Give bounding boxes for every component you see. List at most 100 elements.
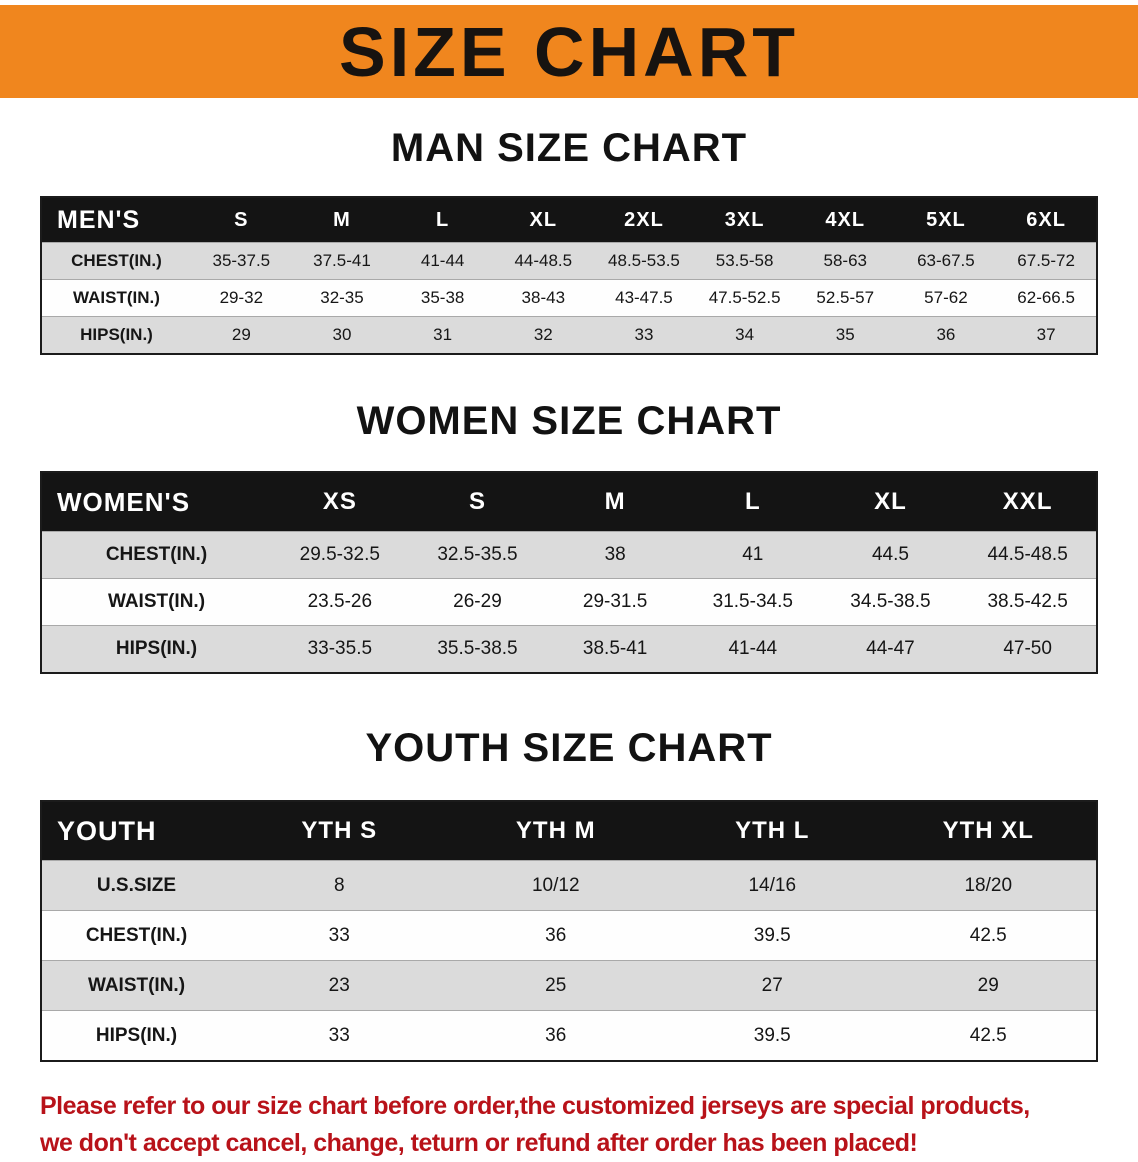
size-value-cell: 29-32 bbox=[191, 279, 292, 317]
row-label: HIPS(IN.) bbox=[41, 625, 271, 673]
table-row: HIPS(IN.) 33 36 39.5 42.5 bbox=[41, 1010, 1097, 1061]
column-header: XS bbox=[322, 488, 357, 515]
size-value-cell: 44.5 bbox=[821, 531, 960, 579]
size-value-cell: 32 bbox=[492, 316, 594, 354]
size-value-cell: 44-47 bbox=[821, 625, 960, 673]
row-label: CHEST(IN.) bbox=[41, 910, 231, 961]
row-label: WAIST(IN.) bbox=[41, 578, 271, 626]
size-value-cell: 41-44 bbox=[392, 242, 493, 280]
size-value-cell: 53.5-58 bbox=[694, 242, 795, 280]
size-value-cell: 10/12 bbox=[447, 860, 664, 911]
table-row: HIPS(IN.) 33-35.5 35.5-38.5 38.5-41 41-4… bbox=[41, 625, 1097, 673]
size-value-cell: 35-37.5 bbox=[191, 242, 292, 280]
table-header-row: MEN'S S M L XL 2XL 3XL 4XL 5XL 6XL bbox=[41, 197, 1097, 243]
row-label: HIPS(IN.) bbox=[41, 1010, 231, 1061]
column-header: 3XL bbox=[724, 208, 765, 231]
column-header: YTH XL bbox=[942, 817, 1034, 844]
size-value-cell: 31.5-34.5 bbox=[683, 578, 822, 626]
size-value-cell: 63-67.5 bbox=[895, 242, 997, 280]
size-value-cell: 58-63 bbox=[794, 242, 896, 280]
table-row: WAIST(IN.) 23.5-26 26-29 29-31.5 31.5-34… bbox=[41, 578, 1097, 626]
size-value-cell: 52.5-57 bbox=[794, 279, 896, 317]
size-value-cell: 33 bbox=[593, 316, 695, 354]
size-value-cell: 29.5-32.5 bbox=[271, 531, 409, 579]
size-value-cell: 57-62 bbox=[895, 279, 997, 317]
size-value-cell: 35 bbox=[794, 316, 896, 354]
column-header: L bbox=[436, 208, 450, 231]
size-value-cell: 39.5 bbox=[664, 910, 881, 961]
size-value-cell: 32-35 bbox=[291, 279, 393, 317]
table-row: CHEST(IN.) 29.5-32.5 32.5-35.5 38 41 44.… bbox=[41, 531, 1097, 579]
table-row: WAIST(IN.) 29-32 32-35 35-38 38-43 43-47… bbox=[41, 279, 1097, 317]
table-corner-label: WOMEN'S bbox=[57, 486, 191, 517]
size-value-cell: 42.5 bbox=[880, 910, 1097, 961]
size-value-cell: 67.5-72 bbox=[996, 242, 1097, 280]
column-header: 2XL bbox=[624, 208, 664, 231]
size-value-cell: 38 bbox=[546, 531, 684, 579]
size-value-cell: 39.5 bbox=[664, 1010, 881, 1061]
size-value-cell: 25 bbox=[447, 960, 664, 1011]
size-value-cell: 35-38 bbox=[392, 279, 493, 317]
size-value-cell: 31 bbox=[392, 316, 493, 354]
row-label: HIPS(IN.) bbox=[41, 316, 191, 354]
size-value-cell: 43-47.5 bbox=[593, 279, 695, 317]
youth-section-heading: YOUTH SIZE CHART bbox=[365, 726, 773, 770]
column-header: XL bbox=[529, 208, 558, 231]
column-header: YTH S bbox=[301, 817, 378, 844]
size-value-cell: 27 bbox=[664, 960, 881, 1011]
size-value-cell: 33-35.5 bbox=[271, 625, 409, 673]
table-header-row: WOMEN'S XS S M L XL XXL bbox=[41, 472, 1097, 532]
size-value-cell: 14/16 bbox=[664, 860, 881, 911]
column-header: M bbox=[604, 488, 626, 515]
size-value-cell: 34.5-38.5 bbox=[821, 578, 960, 626]
column-header: XL bbox=[874, 488, 907, 515]
size-value-cell: 38-43 bbox=[492, 279, 594, 317]
banner-title: SIZE CHART bbox=[339, 12, 799, 91]
column-header: L bbox=[744, 488, 761, 515]
size-value-cell: 41 bbox=[683, 531, 822, 579]
table-row: CHEST(IN.) 35-37.5 37.5-41 41-44 44-48.5… bbox=[41, 242, 1097, 280]
column-header: M bbox=[333, 208, 351, 231]
disclaimer-line-1: Please refer to our size chart before or… bbox=[40, 1092, 1030, 1120]
row-label: CHEST(IN.) bbox=[41, 242, 191, 280]
size-value-cell: 33 bbox=[231, 910, 448, 961]
size-value-cell: 36 bbox=[895, 316, 997, 354]
row-label: WAIST(IN.) bbox=[41, 960, 231, 1011]
size-value-cell: 8 bbox=[231, 860, 448, 911]
men-section-heading: MAN SIZE CHART bbox=[390, 126, 748, 170]
size-value-cell: 29 bbox=[191, 316, 292, 354]
column-header: XXL bbox=[1002, 488, 1053, 515]
row-label: U.S.SIZE bbox=[41, 860, 231, 911]
size-value-cell: 38.5-42.5 bbox=[959, 578, 1097, 626]
size-value-cell: 42.5 bbox=[880, 1010, 1097, 1061]
column-header: 4XL bbox=[825, 208, 866, 231]
table-corner-label: MEN'S bbox=[57, 205, 141, 234]
size-chart-banner: SIZE CHART bbox=[0, 5, 1138, 98]
size-value-cell: 36 bbox=[447, 1010, 664, 1061]
column-header: 5XL bbox=[926, 208, 966, 231]
size-value-cell: 47-50 bbox=[959, 625, 1097, 673]
size-value-cell: 23.5-26 bbox=[271, 578, 409, 626]
table-row: CHEST(IN.) 33 36 39.5 42.5 bbox=[41, 910, 1097, 961]
table-row: WAIST(IN.) 23 25 27 29 bbox=[41, 960, 1097, 1011]
column-header: 6XL bbox=[1026, 208, 1066, 231]
size-value-cell: 18/20 bbox=[880, 860, 1097, 911]
size-value-cell: 33 bbox=[231, 1010, 448, 1061]
youth-size-table: YOUTH YTH S YTH M YTH L YTH XL U.S.SIZE … bbox=[40, 800, 1098, 1062]
size-value-cell: 35.5-38.5 bbox=[408, 625, 547, 673]
column-header: S bbox=[234, 208, 249, 231]
women-size-table: WOMEN'S XS S M L XL XXL CHEST(IN.) 29.5-… bbox=[40, 471, 1098, 674]
size-value-cell: 23 bbox=[231, 960, 448, 1011]
row-label: CHEST(IN.) bbox=[41, 531, 271, 579]
size-value-cell: 47.5-52.5 bbox=[694, 279, 795, 317]
column-header: YTH L bbox=[735, 817, 810, 844]
size-value-cell: 44.5-48.5 bbox=[959, 531, 1097, 579]
women-section-heading: WOMEN SIZE CHART bbox=[356, 399, 782, 443]
size-value-cell: 44-48.5 bbox=[492, 242, 594, 280]
size-value-cell: 36 bbox=[447, 910, 664, 961]
size-value-cell: 41-44 bbox=[683, 625, 822, 673]
size-value-cell: 62-66.5 bbox=[996, 279, 1097, 317]
table-corner-label: YOUTH bbox=[57, 815, 157, 846]
size-chart-page: SIZE CHART MAN SIZE CHART MEN'S S M L XL… bbox=[0, 5, 1138, 1157]
size-value-cell: 29 bbox=[880, 960, 1097, 1011]
